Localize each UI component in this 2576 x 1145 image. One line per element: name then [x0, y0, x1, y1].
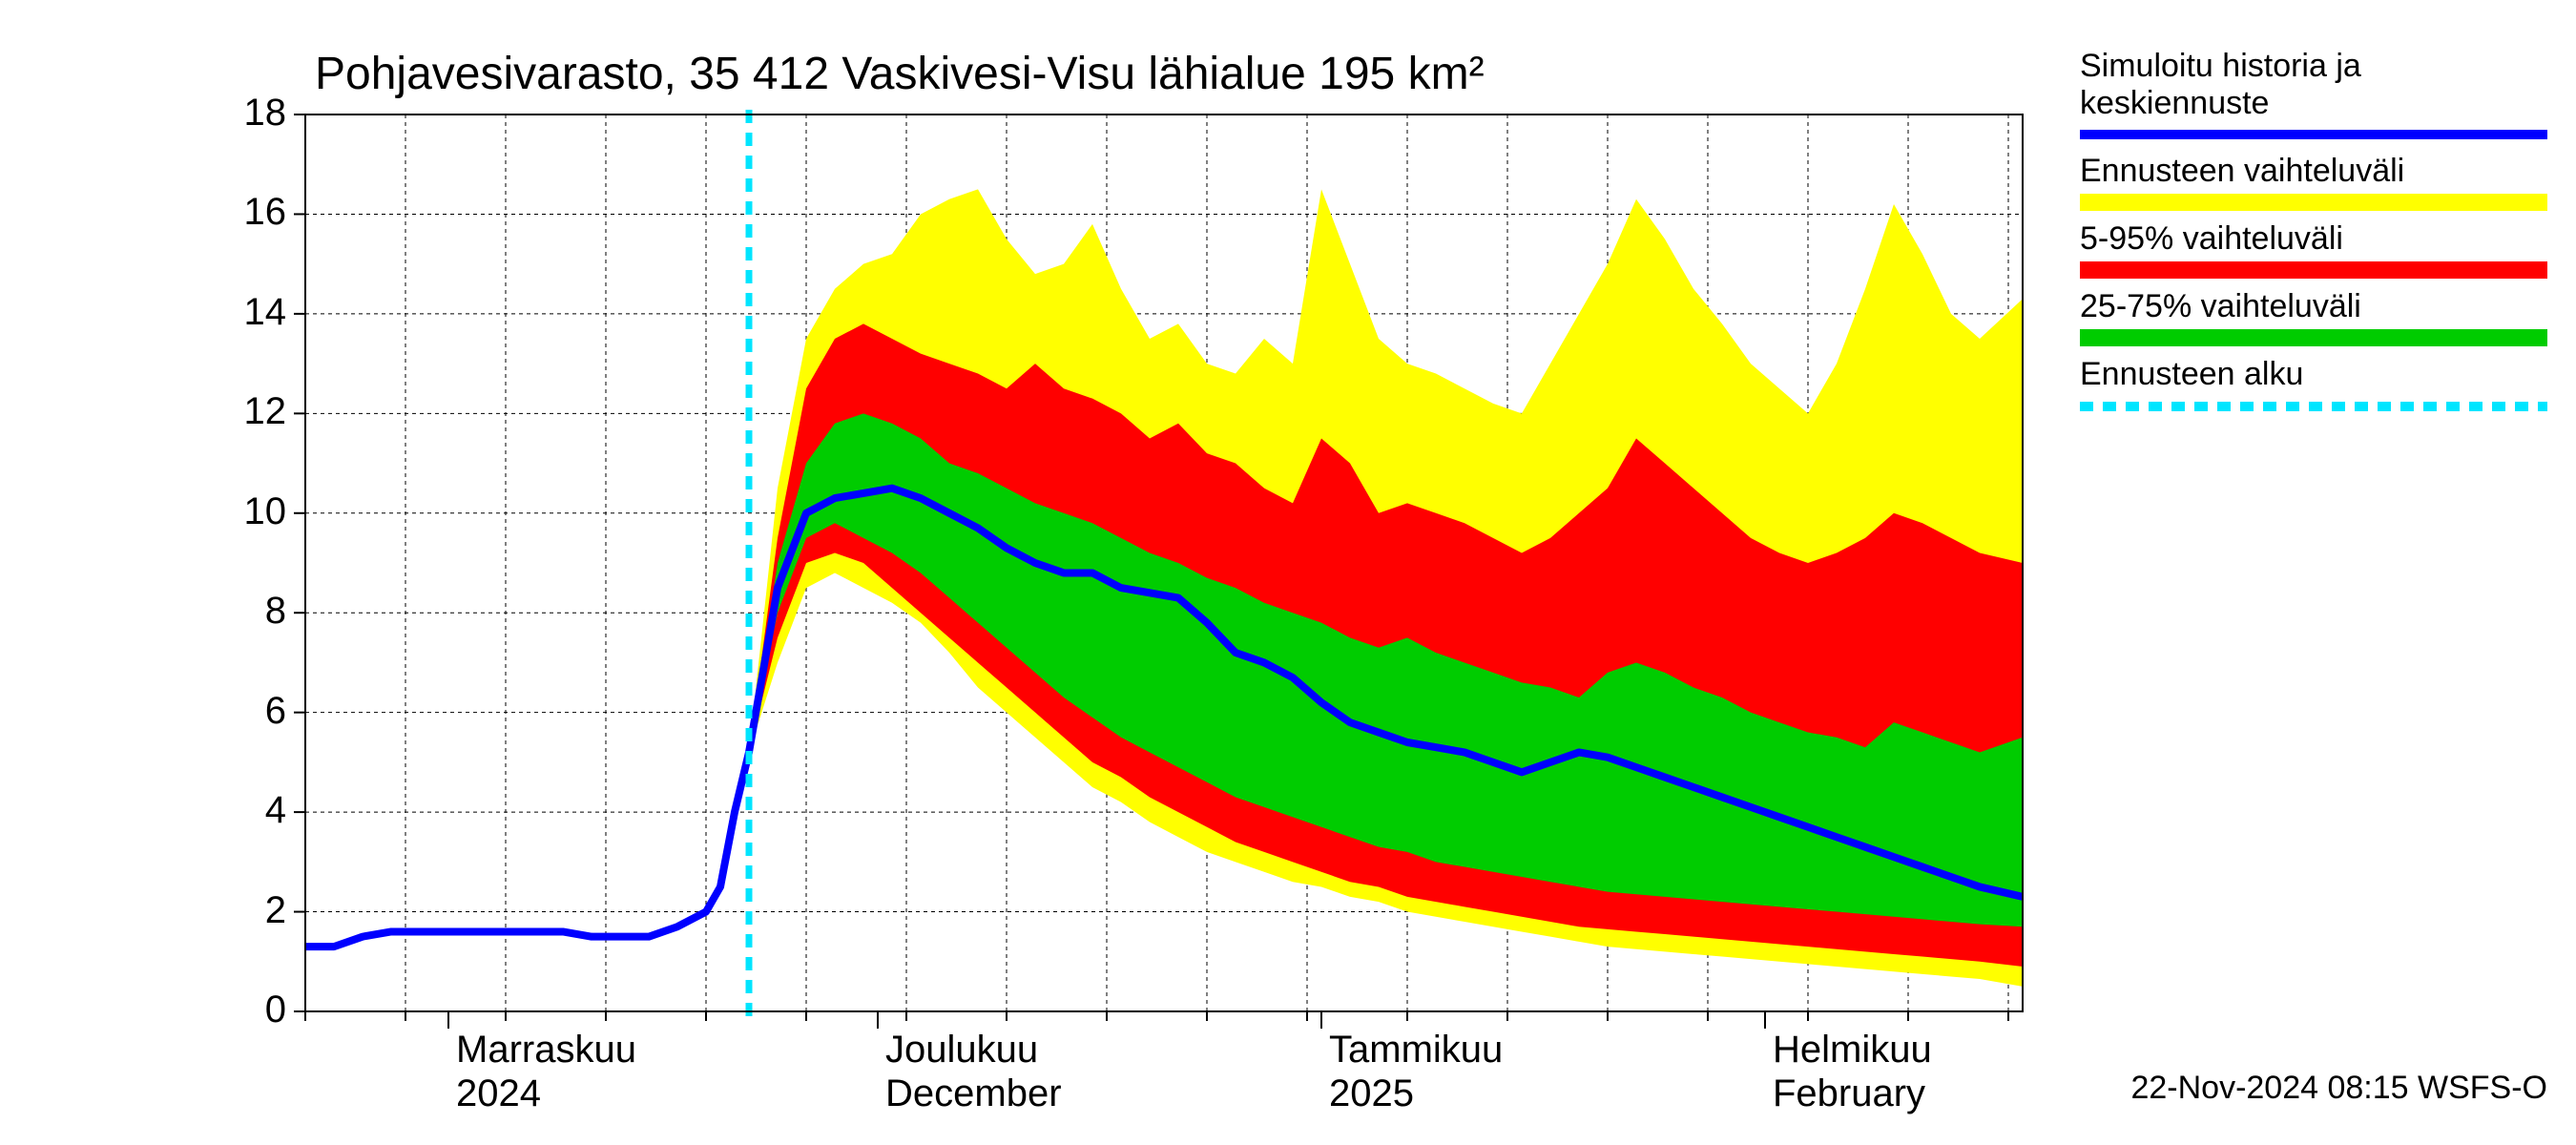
- legend-swatch: [2080, 126, 2547, 143]
- legend-entry: Simuloitu historia ja keskiennuste: [2080, 48, 2547, 143]
- legend-label: Simuloitu historia ja keskiennuste: [2080, 48, 2547, 122]
- y-tick-label: 16: [219, 191, 286, 234]
- y-tick-label: 12: [219, 390, 286, 433]
- chart-container: Pohjavesivarasto / Groundwater storage m…: [0, 0, 2576, 1145]
- legend-swatch: [2080, 329, 2547, 346]
- legend-entry: Ennusteen alku: [2080, 356, 2547, 414]
- legend-label: 25-75% vaihteluväli: [2080, 288, 2547, 325]
- x-tick-label: Marraskuu: [456, 1029, 636, 1072]
- y-tick-label: 2: [219, 889, 286, 932]
- legend-entry: 5-95% vaihteluväli: [2080, 220, 2547, 279]
- y-tick-label: 10: [219, 490, 286, 533]
- legend-entry: Ennusteen vaihteluväli: [2080, 153, 2547, 211]
- legend-entry: 25-75% vaihteluväli: [2080, 288, 2547, 346]
- x-tick-label: Helmikuu: [1773, 1029, 1932, 1072]
- x-tick-sublabel: February: [1773, 1072, 1925, 1115]
- legend: Simuloitu historia ja keskiennuste Ennust…: [2080, 48, 2547, 425]
- legend-swatch: [2080, 261, 2547, 279]
- y-tick-label: 14: [219, 291, 286, 334]
- legend-label: Ennusteen vaihteluväli: [2080, 153, 2547, 190]
- y-tick-label: 0: [219, 989, 286, 1031]
- x-tick-sublabel: December: [885, 1072, 1062, 1115]
- y-tick-label: 4: [219, 789, 286, 832]
- x-tick-sublabel: 2024: [456, 1072, 541, 1115]
- legend-label: Ennusteen alku: [2080, 356, 2547, 393]
- legend-swatch: [2080, 398, 2547, 415]
- legend-swatch: [2080, 194, 2547, 211]
- x-tick-sublabel: 2025: [1329, 1072, 1414, 1115]
- y-tick-label: 8: [219, 590, 286, 633]
- x-tick-label: Joulukuu: [885, 1029, 1038, 1072]
- y-tick-label: 6: [219, 690, 286, 733]
- timestamp-label: 22-Nov-2024 08:15 WSFS-O: [2130, 1070, 2547, 1107]
- legend-label: 5-95% vaihteluväli: [2080, 220, 2547, 258]
- x-tick-label: Tammikuu: [1329, 1029, 1503, 1072]
- y-tick-label: 18: [219, 92, 286, 135]
